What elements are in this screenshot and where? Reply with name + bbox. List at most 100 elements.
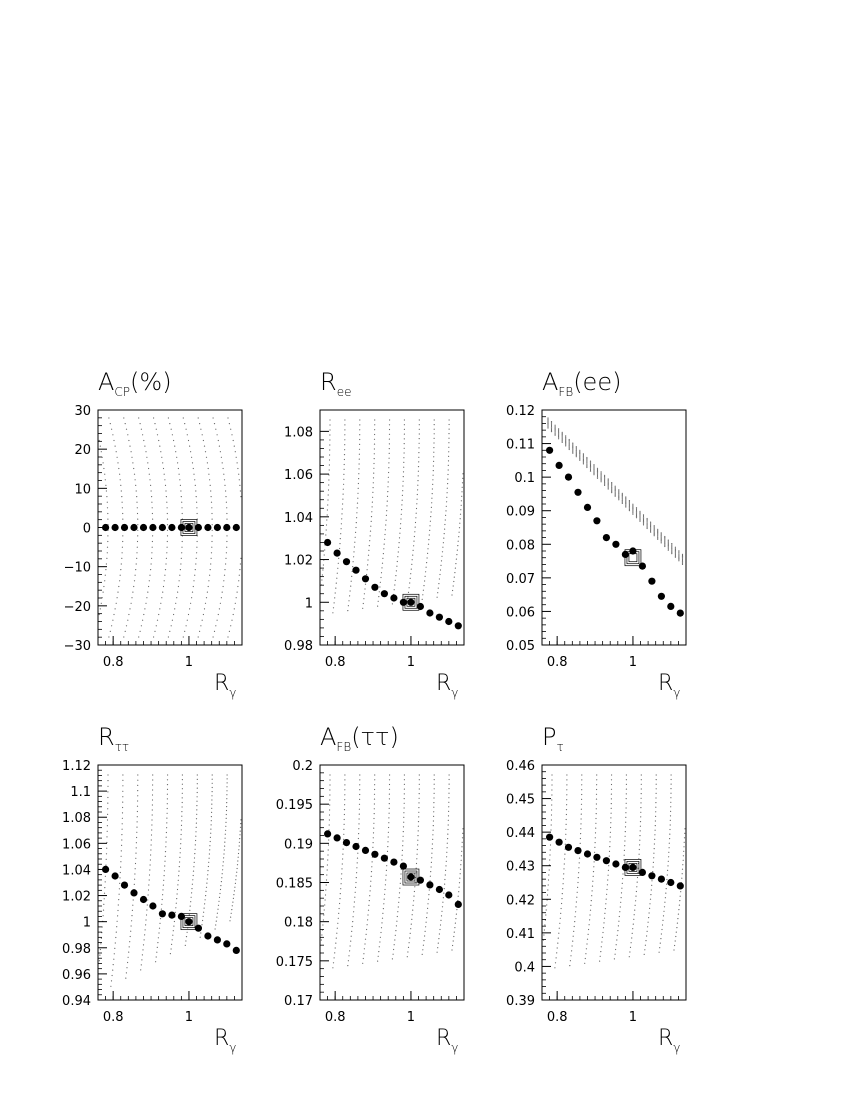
plot-frame	[319, 409, 465, 646]
data-point	[390, 858, 398, 866]
y-tick-label: 30	[74, 404, 91, 419]
data-point	[602, 534, 611, 542]
data-point	[204, 523, 212, 532]
data-point	[564, 843, 573, 851]
data-point	[371, 583, 379, 591]
marker-box	[404, 870, 418, 884]
title-main: P	[542, 723, 556, 751]
data-point	[399, 598, 407, 606]
x-axis-label: Rγ	[658, 1026, 680, 1055]
data-point	[361, 575, 370, 583]
x-tick-label: 1	[629, 1010, 637, 1025]
reference-marker	[624, 549, 642, 567]
x-tick-label: 1	[629, 655, 637, 670]
y-tick-label: 0.4	[514, 960, 535, 975]
data-point	[667, 878, 675, 887]
y-tick-label: 1.06	[284, 468, 313, 483]
y-tick-label: 1.04	[62, 863, 91, 878]
x-label-main: R	[214, 671, 229, 696]
data-point	[185, 918, 193, 926]
y-tick-label: 1.04	[284, 511, 313, 526]
marker-box	[402, 868, 420, 886]
plot-panel-6: 0.39 0.4 0.41 0.42 0.43 0.44 0.45 0.46 0.8 1 Pτ Rγ	[506, 723, 687, 1055]
title-suffix: (ττ)	[351, 723, 399, 751]
y-tick-label: 0.11	[506, 438, 535, 453]
data-point	[371, 850, 379, 858]
y-tick-label: 0.39	[506, 994, 535, 1009]
y-tick-label: 0.98	[62, 942, 91, 957]
y-tick-label: 0.17	[284, 994, 313, 1009]
y-tick-label: 0.07	[506, 572, 535, 587]
y-tick-label: 0.1	[514, 471, 535, 486]
data-point	[130, 523, 138, 532]
data-point	[454, 622, 462, 630]
x-label-main: R	[436, 1026, 451, 1051]
data-point	[168, 523, 176, 532]
title-main: A	[98, 368, 114, 396]
data-point	[361, 846, 370, 855]
plot-frame	[319, 764, 465, 1001]
title-main: A	[542, 368, 558, 396]
x-label-main: R	[214, 1026, 229, 1051]
data-point	[232, 523, 240, 532]
plot-panel-3: 0.05 0.06 0.07 0.08 0.09 0.1 0.11 0.12 0.8 1 AFB(e…	[506, 368, 687, 700]
data-point	[342, 839, 351, 847]
data-point	[149, 902, 157, 910]
y-tick-label: 0.42	[506, 893, 535, 908]
title-subscript: FB	[558, 385, 573, 399]
data-point	[407, 598, 415, 606]
y-tick-label: 1	[305, 596, 313, 611]
marker-box	[624, 859, 642, 876]
data-point	[390, 594, 398, 602]
panel-title: AFB(ττ)	[320, 723, 399, 754]
marker-box	[182, 521, 196, 534]
y-tick-label: 0.2	[292, 759, 313, 774]
plot-panel-4: 0.94 0.96 0.98 1 1.02 1.04 1.06 1.08 1.1 1.12 0.8 1…	[62, 723, 243, 1055]
data-point	[454, 900, 462, 909]
y-tick-label: 1.1	[70, 785, 91, 800]
data-point	[407, 873, 415, 881]
title-main: R	[320, 368, 337, 396]
y-tick-label: 0.41	[506, 927, 535, 942]
marker-box	[184, 523, 194, 532]
marker-box	[628, 553, 638, 563]
marker-box	[406, 597, 416, 607]
plot-panel-5: 0.17 0.175 0.18 0.185 0.19 0.195 0.2 0.8 1 AFB(ττ…	[276, 723, 465, 1055]
y-tick-label: 1.08	[62, 811, 91, 826]
data-point	[399, 862, 407, 870]
data-point	[204, 932, 212, 940]
data-point	[648, 577, 656, 585]
y-tick-label: −10	[64, 561, 91, 576]
title-main: R	[98, 723, 115, 751]
y-tick-label: 0.12	[506, 404, 535, 419]
marker-box	[406, 872, 416, 882]
x-label-subscript: γ	[229, 1041, 236, 1055]
data-point	[657, 875, 666, 883]
title-subscript: CP	[114, 385, 130, 399]
x-label-subscript: γ	[229, 686, 236, 700]
x-label-subscript: γ	[673, 1041, 680, 1055]
plot-panel-1: −30 −20 −10 0 10 20 30 0.8 1 ACP(%) Rγ	[64, 368, 243, 700]
data-point	[213, 936, 221, 944]
y-tick-label: 0	[83, 522, 91, 537]
data-point	[435, 613, 443, 621]
data-point	[168, 911, 176, 919]
title-subscript: ττ	[115, 740, 129, 754]
y-tick-label: 0.19	[284, 837, 313, 852]
data-point	[120, 881, 129, 889]
data-point	[593, 517, 601, 525]
data-point	[333, 834, 341, 842]
panel-title: ACP(%)	[98, 368, 172, 399]
data-point	[223, 523, 231, 532]
data-point	[111, 872, 119, 880]
scan-points	[320, 419, 464, 614]
y-tick-label: 1.02	[284, 554, 313, 569]
title-suffix: (%)	[130, 368, 172, 396]
marker-box	[180, 913, 198, 931]
reference-marker	[180, 913, 198, 931]
x-axis-label: Rγ	[436, 671, 458, 700]
data-point	[352, 566, 360, 574]
title-subscript: FB	[336, 740, 351, 754]
marker-box	[404, 595, 418, 609]
y-tick-label: −30	[64, 639, 91, 654]
